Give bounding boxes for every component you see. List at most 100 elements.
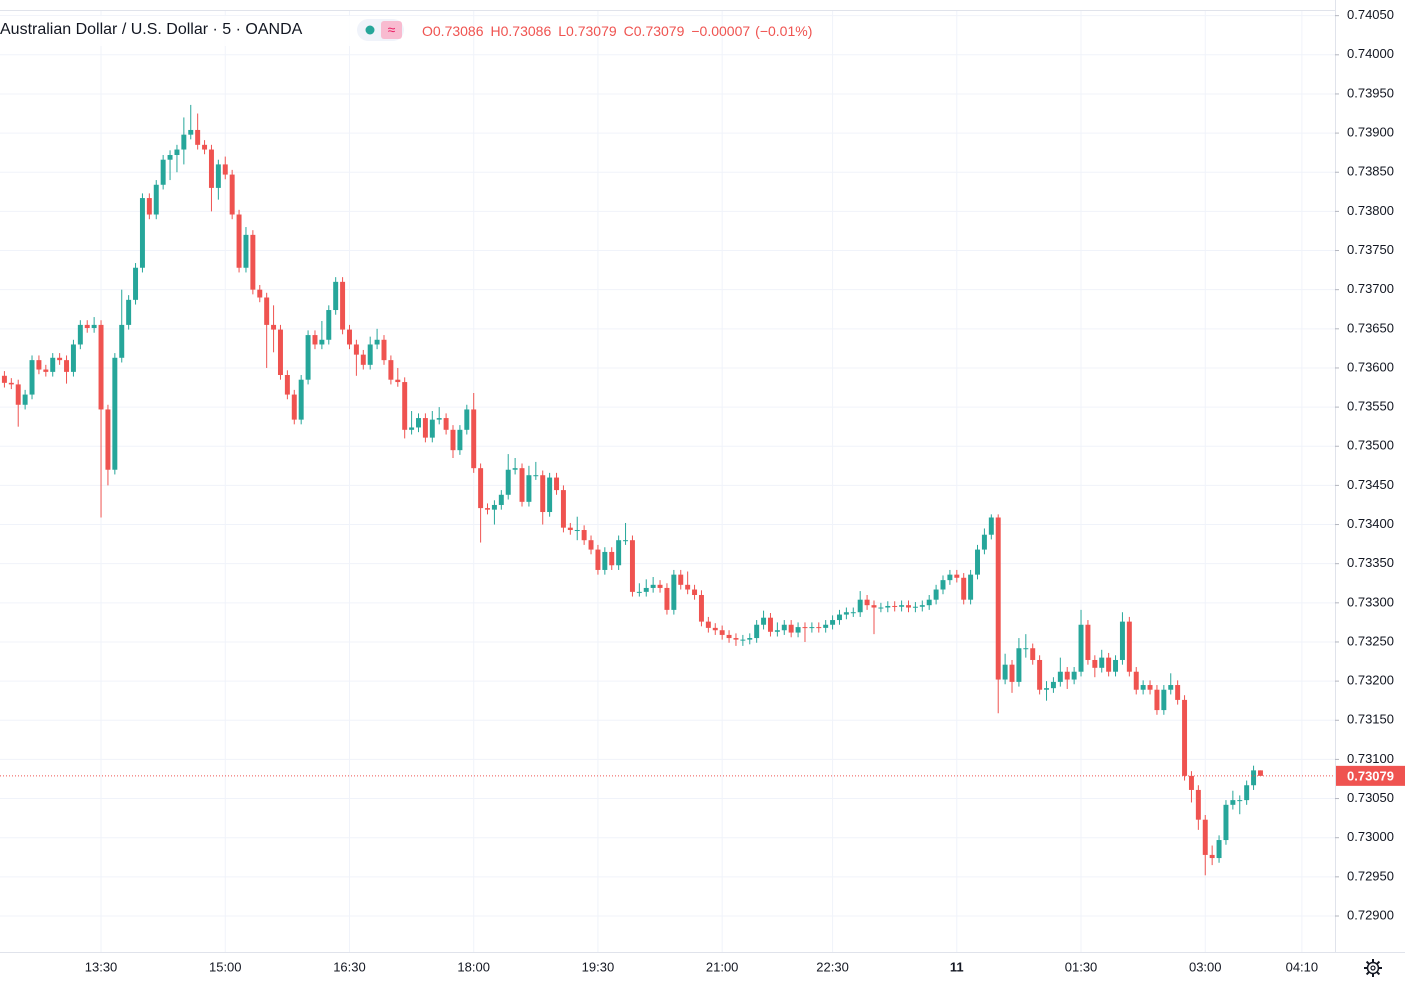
candle-body <box>1106 657 1112 672</box>
y-tick-label: 0.73600 <box>1347 359 1394 374</box>
candle-body <box>650 584 656 588</box>
candle-body <box>277 329 283 376</box>
candle-body <box>816 627 822 629</box>
legend-low-value: 0.73079 <box>566 23 617 39</box>
candle-body <box>761 617 767 625</box>
last-price-tag <box>1336 765 1405 786</box>
candle-body <box>112 357 118 470</box>
y-tick-label: 0.74050 <box>1347 7 1394 22</box>
legend-low-key: L <box>558 23 566 39</box>
x-tick-label: 11 <box>950 959 964 974</box>
candle-body <box>1064 671 1070 680</box>
candle-body <box>850 612 856 614</box>
candle-body <box>284 375 290 395</box>
candle-body <box>1113 659 1119 672</box>
candle-body <box>1092 659 1098 668</box>
x-tick-label: 15:00 <box>209 959 242 974</box>
candle-body <box>167 155 173 160</box>
candle-body <box>1257 770 1263 776</box>
candle-body <box>678 574 684 585</box>
candle-body <box>1147 685 1153 690</box>
candle-body <box>222 164 228 175</box>
candle-body <box>229 174 235 215</box>
candle-body <box>291 394 297 420</box>
candle-body <box>719 630 725 635</box>
candle-body <box>947 574 953 581</box>
candle-body <box>1078 624 1084 672</box>
x-tick-label: 03:00 <box>1189 959 1222 974</box>
y-tick-label: 0.73800 <box>1347 203 1394 218</box>
legend-open-value: 0.73086 <box>433 23 484 39</box>
candle-body <box>422 418 428 438</box>
candle-body <box>50 357 56 372</box>
candle-body <box>505 469 511 495</box>
candle-body <box>326 310 332 340</box>
candle-body <box>581 530 587 541</box>
y-tick-label: 0.73350 <box>1347 555 1394 570</box>
candle-body <box>995 517 1001 680</box>
candle-body <box>1230 800 1236 805</box>
candle-body <box>981 534 987 550</box>
candle-body <box>319 339 325 345</box>
settings-gear[interactable] <box>1364 959 1382 977</box>
candle-body <box>485 508 490 510</box>
candle-body <box>609 551 615 566</box>
candle-body <box>443 418 449 430</box>
candle-body <box>512 468 518 470</box>
candle-body <box>491 504 497 510</box>
candle-body <box>1154 689 1160 711</box>
candle-body <box>961 577 967 600</box>
candle-body <box>740 639 746 641</box>
candle-body <box>547 477 553 513</box>
candle-body <box>836 614 842 621</box>
candle-body <box>1009 664 1015 682</box>
candle-body <box>133 267 139 300</box>
candle-body <box>395 379 401 383</box>
ohlc-legend: O0.73086 H0.73086 L0.73079 C0.73079 −0.00007… <box>422 23 812 39</box>
data-delay-icon: ≈ <box>388 22 396 38</box>
candle-body <box>236 214 242 268</box>
candle-body <box>588 540 594 550</box>
candle-body <box>340 281 346 330</box>
candle-body <box>623 540 629 542</box>
candle-body <box>1099 657 1105 668</box>
candle-body <box>91 324 97 329</box>
candle-body <box>1030 648 1036 660</box>
candle-body <box>595 549 601 570</box>
candle-body <box>84 324 90 329</box>
y-tick-label: 0.73450 <box>1347 477 1394 492</box>
candle-body <box>906 605 911 608</box>
candle-body <box>788 624 794 633</box>
candle-body <box>105 409 111 470</box>
y-tick-label: 0.73250 <box>1347 633 1394 648</box>
candle-body <box>22 394 28 405</box>
candle-body <box>975 549 980 575</box>
legend-change: −0.00007 <box>691 23 750 39</box>
y-tick-label: 0.74000 <box>1347 46 1394 61</box>
candle-body <box>374 339 380 345</box>
candle-body <box>347 329 352 345</box>
candle-body <box>1 375 7 383</box>
candle-body <box>1044 688 1050 690</box>
market-status-dot <box>365 25 375 35</box>
legend-close-value: 0.73079 <box>634 23 685 39</box>
gear-ring <box>1366 961 1380 975</box>
candle-body <box>360 354 366 365</box>
candle-body <box>1223 804 1229 841</box>
y-tick-label: 0.73400 <box>1347 516 1394 531</box>
candle-body <box>774 630 780 632</box>
candle-body <box>8 382 14 385</box>
candles <box>1 104 1263 876</box>
candle-body <box>802 627 808 629</box>
candle-body <box>567 527 573 531</box>
candle-body <box>912 606 918 608</box>
candle-body <box>498 494 504 505</box>
legend-high-key: H <box>491 23 501 39</box>
y-tick-label: 0.73050 <box>1347 790 1394 805</box>
candle-body <box>733 638 739 640</box>
candle-body <box>664 587 670 610</box>
candle-body <box>954 574 960 578</box>
y-tick-label: 0.73850 <box>1347 164 1394 179</box>
candle-body <box>381 339 387 361</box>
